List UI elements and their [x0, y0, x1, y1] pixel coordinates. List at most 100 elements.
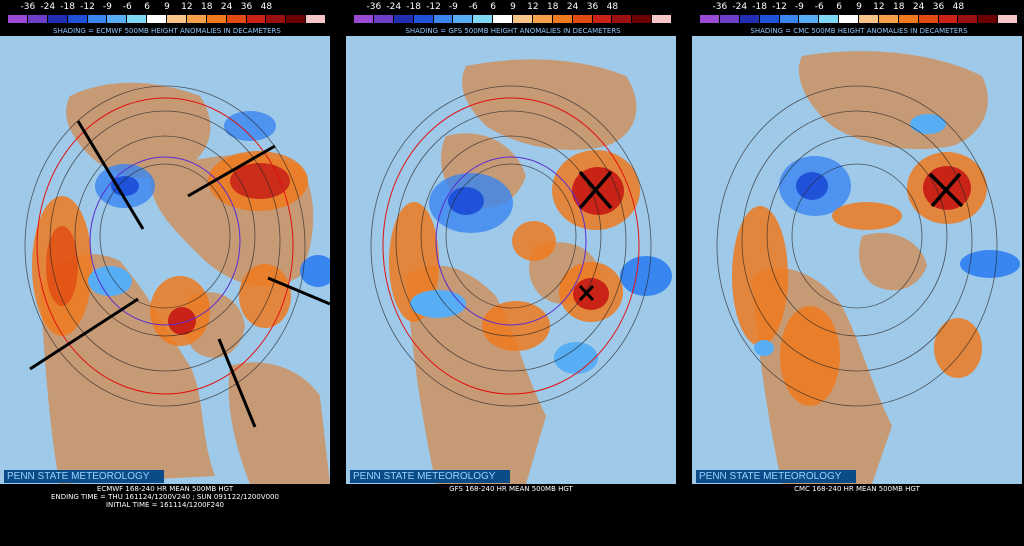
colorbar-swatch — [147, 15, 167, 23]
cmc-panel: -36 -24 -18 -12 -9 -6 6 9 12 18 24 36 48 SHADING = C… — [692, 0, 1022, 546]
colorbar-tick-label: 9 — [164, 2, 170, 12]
caption: ECMWF 168-240 HR MEAN 500MB HGT ENDING T… — [0, 485, 330, 509]
colorbar-swatch — [167, 15, 187, 23]
colorbar-swatch — [612, 15, 633, 23]
colorbar-swatch — [799, 15, 820, 23]
colorbar-tick-label: 6 — [836, 2, 842, 12]
colorbar-tick-label: 48 — [260, 2, 273, 12]
colorbar-tick-label: -24 — [386, 2, 402, 12]
colorbar-swatch — [226, 15, 247, 23]
colorbar-tick-label: 6 — [144, 2, 150, 12]
anomaly-positive-arctic — [512, 221, 556, 261]
caption-line: GFS 168-240 HR MEAN 500MB HGT — [449, 485, 573, 493]
colorbar-swatch — [206, 15, 227, 23]
colorbar-tick-label: 6 — [490, 2, 496, 12]
anomaly-negative-pacific — [754, 340, 774, 356]
colorbar-swatch — [779, 15, 800, 23]
colorbar-swatch — [572, 15, 593, 23]
colorbar-swatch — [186, 15, 207, 23]
colorbar-swatch — [998, 15, 1018, 23]
colorbar-tick-label: 18 — [201, 2, 213, 12]
colorbar-tick-label: -6 — [122, 2, 132, 12]
colorbar-swatch — [819, 15, 840, 23]
anomaly-positive-atlantic — [934, 318, 982, 378]
colorbar-swatch — [719, 15, 740, 23]
colorbar-tick-label: 12 — [181, 2, 193, 12]
colorbar-tick-label: -18 — [406, 2, 421, 12]
caption-line: ECMWF 168-240 HR MEAN 500MB HGT — [96, 485, 234, 493]
colorbar-tick-label: -9 — [794, 2, 804, 12]
shading-label: SHADING = GFS 500MB HEIGHT ANOMALIES IN … — [405, 27, 621, 35]
colorbar-tick-label: -36 — [20, 2, 36, 12]
colorbar — [700, 15, 1018, 23]
colorbar-ticks: -36 -24 -18 -12 -9 -6 6 9 12 18 24 36 48 — [700, 2, 1018, 14]
colorbar — [8, 15, 326, 23]
land-arctic-canada — [66, 82, 211, 179]
colorbar-tick-label: -18 — [752, 2, 767, 12]
land-north-africa — [228, 362, 330, 484]
colorbar-tick-label: -36 — [712, 2, 728, 12]
colorbar-tick-label: -18 — [60, 2, 75, 12]
colorbar-tick-label: -36 — [366, 2, 382, 12]
colorbar-tick-label: -9 — [102, 2, 112, 12]
colorbar-swatch — [87, 15, 108, 23]
colorbar-tick-label: 24 — [220, 2, 233, 12]
colorbar-swatch — [354, 15, 374, 23]
anomaly-negative-europe — [224, 111, 276, 141]
colorbar-tick-label: -24 — [40, 2, 56, 12]
colorbar-swatch — [127, 15, 148, 23]
colorbar-swatch — [306, 15, 326, 23]
colorbar-swatch — [700, 15, 720, 23]
colorbar-swatch — [938, 15, 959, 23]
colorbar-tick-label: 24 — [566, 2, 579, 12]
colorbar-tick-label: -12 — [80, 2, 95, 12]
colorbar-tick-label: 9 — [856, 2, 862, 12]
colorbar-swatch — [739, 15, 760, 23]
colorbar-swatch — [473, 15, 494, 23]
colorbar-swatch — [8, 15, 28, 23]
colorbar-tick-label: 24 — [912, 2, 925, 12]
colorbar-tick-label: 36 — [240, 2, 253, 12]
colorbar-tick-label: 9 — [510, 2, 516, 12]
colorbar-tick-label: 12 — [873, 2, 885, 12]
cmc-map — [692, 36, 1022, 484]
anomaly-negative-scandinavia — [960, 250, 1020, 278]
colorbar-tick-label: -6 — [814, 2, 824, 12]
caption: GFS 168-240 HR MEAN 500MB HGT — [346, 485, 676, 493]
colorbar-tick-label: 18 — [893, 2, 905, 12]
ecmwf-map — [0, 36, 330, 484]
colorbar-tick-label: -12 — [772, 2, 787, 12]
colorbar-swatch — [839, 15, 859, 23]
gfs-panel: -36 -24 -18 -12 -9 -6 6 9 12 18 24 36 48 SHADING = G… — [346, 0, 676, 546]
colorbar-swatch — [67, 15, 88, 23]
anomaly-positive-canada — [482, 301, 550, 351]
colorbar-swatch — [433, 15, 454, 23]
anomaly-positive-arctic — [832, 202, 902, 230]
anomaly-positive-canada — [780, 306, 840, 406]
colorbar-swatch — [592, 15, 613, 23]
credit-label: PENN STATE METEOROLOGY — [350, 470, 510, 483]
colorbar-swatch — [373, 15, 394, 23]
colorbar-tick-label: 18 — [547, 2, 559, 12]
colorbar-tick-label: 48 — [606, 2, 619, 12]
colorbar-swatch — [898, 15, 919, 23]
colorbar-swatch — [413, 15, 434, 23]
caption-line: INITIAL TIME = 161114/1200F240 — [105, 501, 225, 509]
shading-label: SHADING = CMC 500MB HEIGHT ANOMALIES IN … — [750, 27, 968, 35]
colorbar-swatch — [878, 15, 899, 23]
colorbar-tick-label: -9 — [448, 2, 458, 12]
anomaly-positive-atlantic — [239, 264, 291, 328]
colorbar-swatch — [978, 15, 999, 23]
colorbar-tick-label: 12 — [527, 2, 539, 12]
gfs-map — [346, 36, 676, 484]
colorbar — [354, 15, 672, 23]
colorbar-swatch — [453, 15, 474, 23]
colorbar-swatch — [859, 15, 879, 23]
colorbar-tick-label: -6 — [468, 2, 478, 12]
colorbar-swatch — [493, 15, 513, 23]
colorbar-swatch — [652, 15, 672, 23]
credit-label: PENN STATE METEOROLOGY — [696, 470, 856, 483]
colorbar-tick-label: -24 — [732, 2, 748, 12]
colorbar-swatch — [918, 15, 939, 23]
anomaly-negative-europe — [910, 114, 946, 134]
